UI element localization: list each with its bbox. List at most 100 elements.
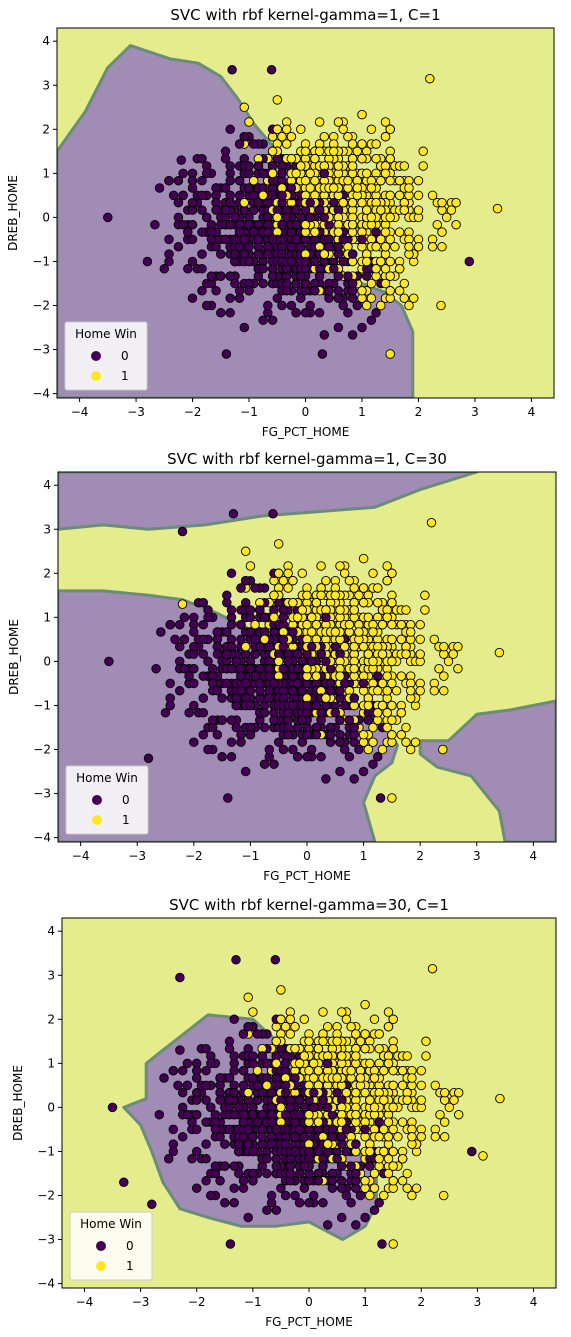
scatter-point <box>416 1080 427 1091</box>
scatter-point <box>226 737 237 747</box>
scatter-point-outlier <box>270 955 281 965</box>
scatter-point <box>229 1065 239 1076</box>
scatter-point <box>377 619 388 630</box>
scatter-point <box>385 271 395 281</box>
scatter-point <box>343 308 353 318</box>
scatter-point <box>351 1139 361 1149</box>
scatter-point <box>385 175 395 186</box>
scatter-point <box>225 197 235 208</box>
scatter-point <box>387 568 397 579</box>
scatter-point <box>288 700 298 711</box>
scatter-point <box>229 1183 239 1193</box>
scatter-point <box>306 744 317 755</box>
scatter-point <box>283 568 293 579</box>
scatter-point-outlier <box>375 793 386 803</box>
scatter-point <box>352 300 363 311</box>
scatter-point <box>206 1058 216 1069</box>
scatter-point <box>336 1051 347 1061</box>
scatter-point <box>321 612 331 623</box>
scatter-point <box>344 619 355 630</box>
scatter-point-outlier <box>494 647 505 658</box>
scatter-point <box>198 619 209 630</box>
x-tick-label: −3 <box>128 849 146 863</box>
scatter-point <box>363 700 374 711</box>
scatter-point <box>336 1212 347 1223</box>
scatter-point <box>210 1124 221 1135</box>
scatter-point <box>248 1176 258 1186</box>
scatter-point-outlier <box>438 1190 449 1201</box>
scatter-point <box>361 271 372 281</box>
x-tick-label: 2 <box>415 405 423 419</box>
scatter-point <box>408 293 419 303</box>
scatter-point <box>387 597 397 608</box>
scatter-point <box>239 131 250 142</box>
scatter-point <box>336 1161 347 1171</box>
scatter-point <box>377 700 388 711</box>
scatter-point <box>341 1124 352 1135</box>
scatter-point <box>182 1058 193 1069</box>
scatter-point <box>252 1029 263 1039</box>
scatter-point <box>244 286 254 296</box>
scatter-point <box>429 686 440 696</box>
scatter-point <box>396 634 407 645</box>
scatter-point <box>399 161 410 171</box>
scatter-point <box>382 575 392 586</box>
y-tick-label: 2 <box>43 566 51 580</box>
legend[interactable]: Home Win 0 1 <box>69 1211 153 1281</box>
scatter-point <box>245 686 256 696</box>
scatter-point <box>222 678 232 689</box>
scatter-point <box>290 1146 300 1157</box>
decision-region-class-0-2 <box>418 699 556 842</box>
scatter-point <box>240 546 251 557</box>
y-axis: −4 −3 −2 −1 0 1 2 3 4 <box>32 34 57 401</box>
scatter-point <box>217 693 227 703</box>
scatter-point <box>269 590 279 601</box>
scatter-points <box>107 955 505 1249</box>
scatter-point <box>269 612 279 623</box>
scatter-point <box>357 322 367 333</box>
scatter-point <box>338 256 348 267</box>
scatter-point-outlier <box>227 65 237 75</box>
scatter-point-outlier <box>464 256 475 267</box>
scatter-point-outlier <box>478 1151 488 1161</box>
scatter-point <box>388 1014 398 1025</box>
scatter-point <box>297 715 308 725</box>
scatter-point <box>339 744 350 755</box>
scatter-point-outlier <box>492 203 503 214</box>
scatter-point <box>212 686 223 696</box>
scatter-point <box>239 234 250 245</box>
scatter-point <box>397 1154 408 1164</box>
scatter-point <box>363 649 374 659</box>
x-tick-label: 0 <box>302 405 310 419</box>
scatter-point <box>449 1095 459 1105</box>
scatter-point <box>258 264 268 274</box>
legend-marker-class-0 <box>96 1241 106 1251</box>
scatter-point <box>387 700 397 711</box>
scatter-point <box>263 249 273 259</box>
scatter-point <box>453 1087 464 1098</box>
scatter-point <box>159 264 170 274</box>
scatter-point <box>304 1065 314 1076</box>
scatter-point <box>264 693 275 703</box>
scatter-point <box>305 197 315 208</box>
scatter-point <box>255 641 265 652</box>
scatter-point <box>388 1102 398 1113</box>
y-tick-label: 3 <box>47 968 55 982</box>
y-axis: −4 −3 −2 −1 0 1 2 3 4 <box>37 924 62 1291</box>
scatter-point <box>313 1146 324 1157</box>
scatter-point <box>234 190 245 201</box>
scatter-point <box>335 686 345 696</box>
scatter-point <box>302 752 312 762</box>
legend[interactable]: Home Win 0 1 <box>65 765 149 835</box>
scatter-point <box>351 1087 361 1098</box>
decision-region-class-0-0 <box>58 472 479 531</box>
scatter-point <box>385 153 395 164</box>
scatter-point <box>243 1021 253 1032</box>
legend-entry-1: 1 <box>121 369 129 383</box>
scatter-point <box>173 197 184 208</box>
scatter-point <box>198 597 209 608</box>
y-tick-label: 0 <box>43 654 51 668</box>
legend[interactable]: Home Win 0 1 <box>64 321 148 391</box>
scatter-point <box>361 300 372 311</box>
y-tick-label: 4 <box>42 34 50 48</box>
